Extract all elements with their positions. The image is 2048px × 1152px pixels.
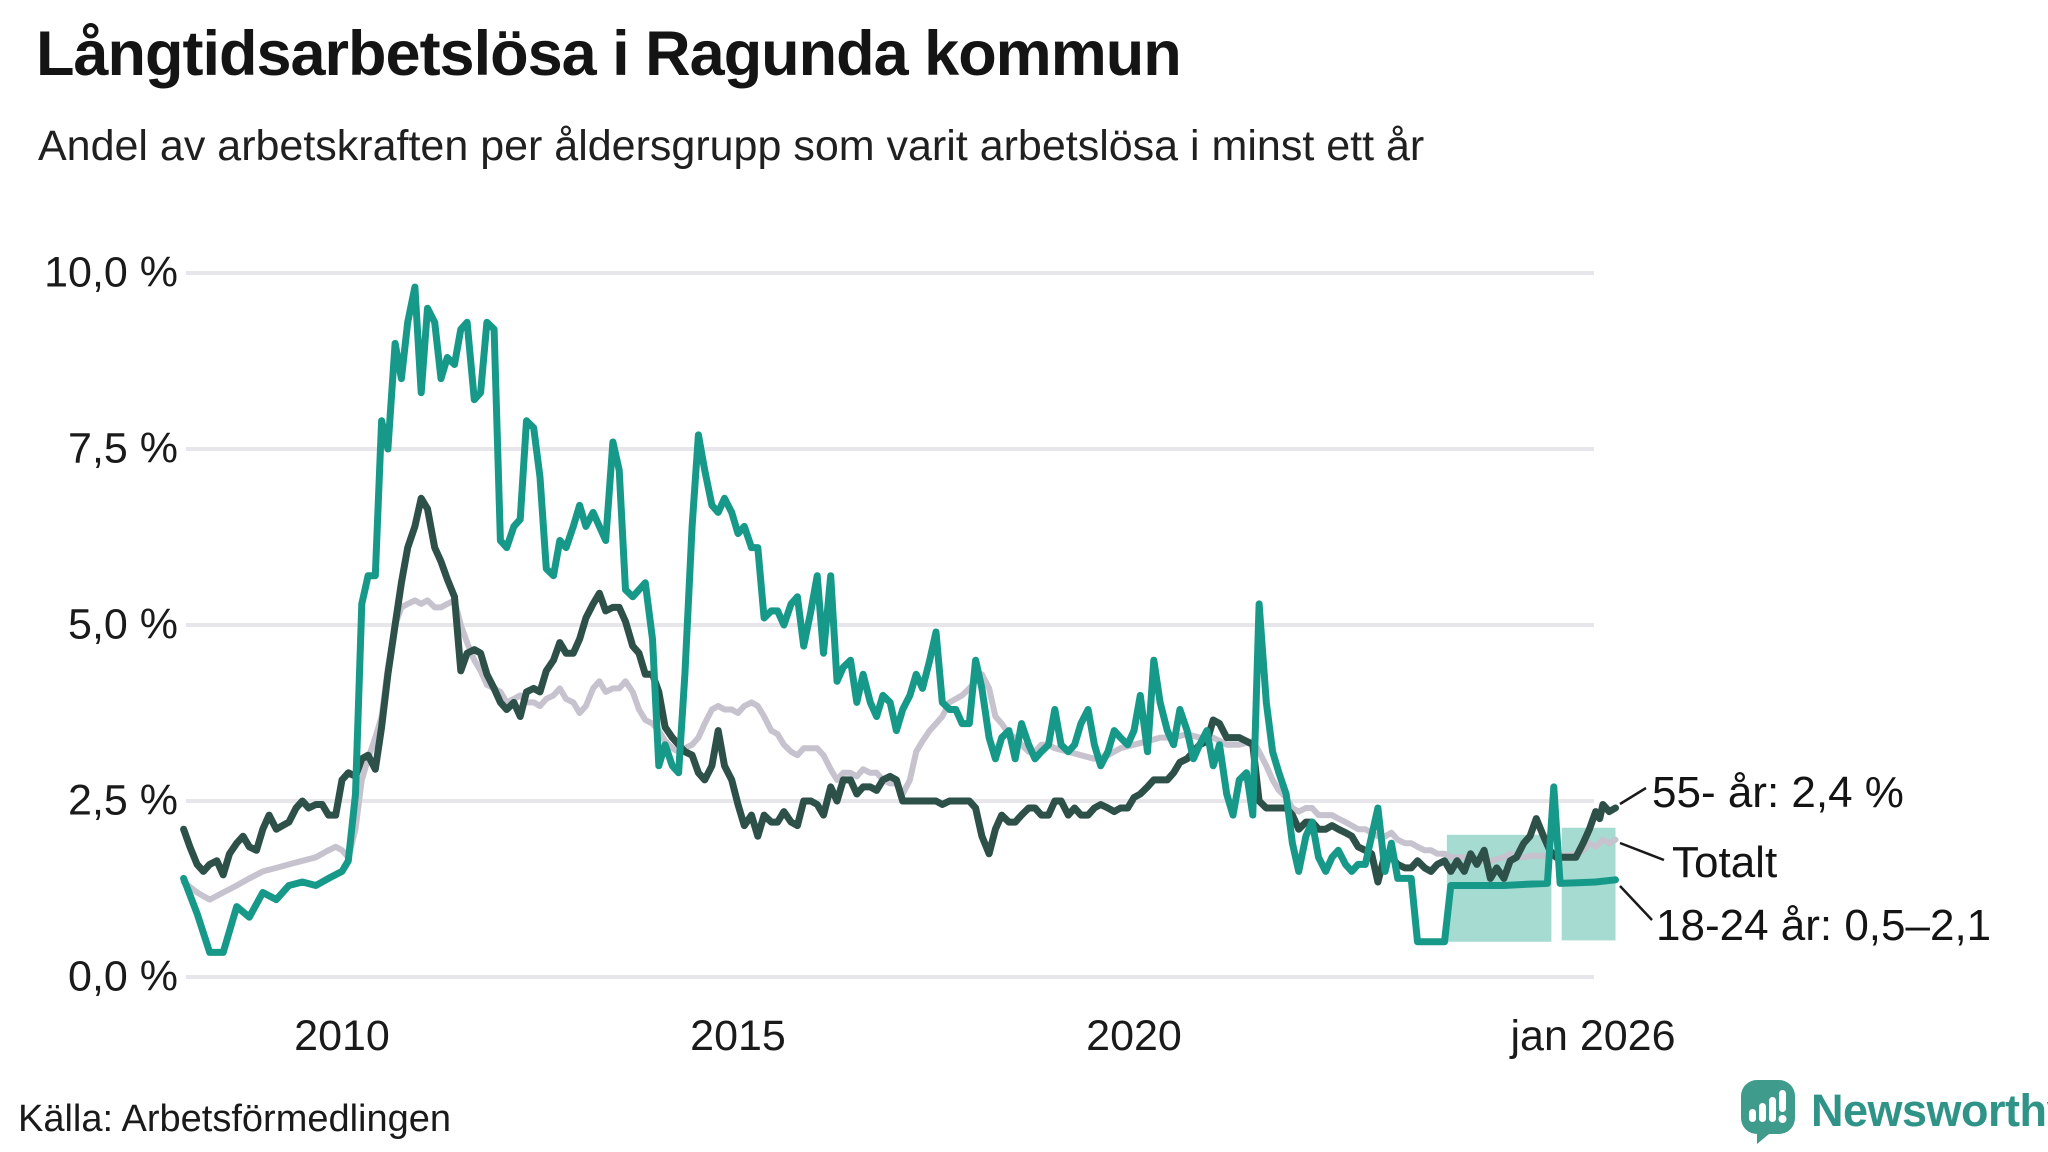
chart-subtitle: Andel av arbetskraften per åldersgrupp s… [38, 122, 1425, 170]
x-tick-label: 2020 [1086, 1012, 1182, 1060]
chart-title: Långtidsarbetslösa i Ragunda kommun [36, 19, 1182, 89]
x-tick-label: 2010 [294, 1012, 390, 1060]
y-tick-label: 0,0 % [68, 952, 178, 1001]
annotation-18-24-label: 18-24 år: 0,5–2,1 [1656, 901, 1992, 950]
series-line-55-år [180, 494, 1619, 886]
series-line-Totalt [180, 597, 1619, 903]
newsworthy-wordmark: Newsworthy [1811, 1085, 2048, 1136]
y-tick-label: 5,0 % [68, 600, 178, 649]
y-tick-label: 10,0 % [44, 248, 178, 297]
annotation-total-label: Totalt [1672, 838, 1778, 887]
series-line-18-24-år [180, 283, 1619, 956]
x-tick-label: 2015 [690, 1012, 786, 1060]
x-tick-label: jan 2026 [1510, 1012, 1676, 1060]
annotation-55plus-label: 55- år: 2,4 % [1652, 768, 1904, 817]
source-caption: Källa: Arbetsförmedlingen [18, 1098, 452, 1140]
y-tick-label: 7,5 % [68, 424, 178, 473]
annotation-leader-line [1619, 885, 1653, 921]
annotation-leader-line [1619, 841, 1665, 862]
bar-chart-speech-bubble-icon [1741, 1080, 1795, 1144]
y-tick-label: 2,5 % [68, 776, 178, 825]
newsworthy-branding: Newsworthy [1735, 1078, 2048, 1144]
annotation-leader-line [1619, 786, 1647, 806]
